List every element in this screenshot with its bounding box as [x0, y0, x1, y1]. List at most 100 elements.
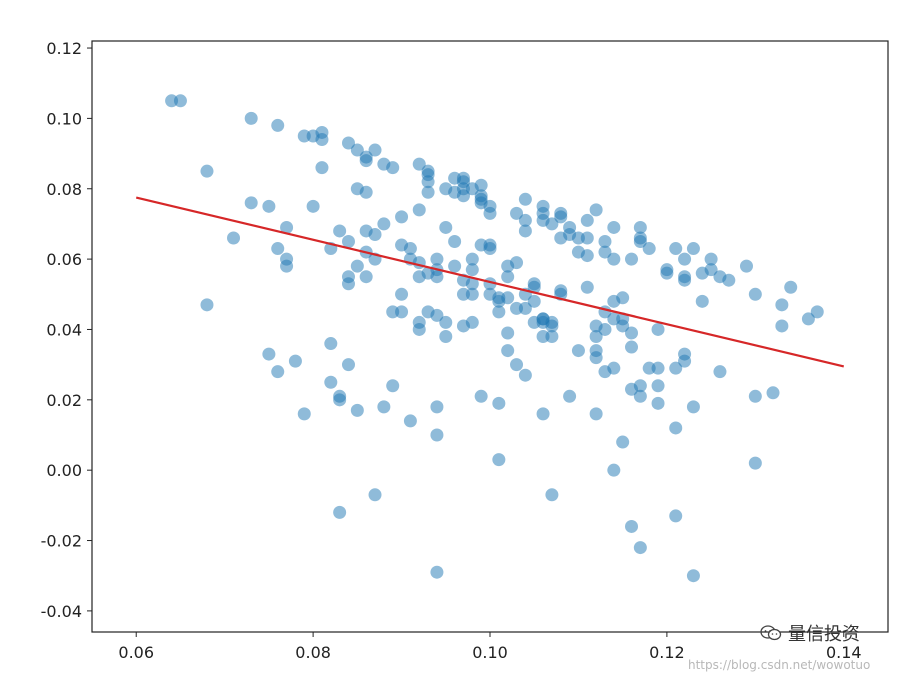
scatter-point: [571, 344, 585, 358]
y-tick-label: 0.04: [46, 320, 82, 339]
scatter-point: [501, 344, 515, 358]
scatter-point: [368, 143, 382, 157]
scatter-point: [244, 196, 258, 210]
scatter-point: [412, 203, 426, 217]
scatter-point: [483, 238, 497, 252]
scatter-point: [412, 157, 426, 171]
scatter-point: [403, 242, 417, 256]
scatter-point: [607, 361, 621, 375]
scatter-point: [474, 178, 488, 192]
scatter-point: [510, 256, 524, 270]
scatter-point: [465, 315, 479, 329]
x-tick-label: 0.08: [295, 643, 331, 662]
scatter-point: [430, 428, 444, 442]
scatter-point: [173, 94, 187, 108]
scatter-point: [598, 245, 612, 259]
scatter-point: [448, 259, 462, 273]
scatter-point: [554, 206, 568, 220]
scatter-point: [669, 242, 683, 256]
scatter-point: [288, 354, 302, 368]
scatter-point: [474, 389, 488, 403]
scatter-point: [200, 298, 214, 312]
scatter-point: [589, 351, 603, 365]
x-tick-label: 0.12: [649, 643, 685, 662]
scatter-point: [350, 259, 364, 273]
scatter-point: [580, 249, 594, 263]
scatter-point: [686, 400, 700, 414]
scatter-point: [563, 220, 577, 234]
y-tick-label: -0.02: [41, 532, 82, 551]
plot-frame: [91, 40, 889, 633]
scatter-point: [660, 266, 674, 280]
scatter-point: [377, 400, 391, 414]
scatter-point: [333, 393, 347, 407]
scatter-point: [465, 252, 479, 266]
scatter-point: [625, 326, 639, 340]
x-tick-label: 0.10: [472, 643, 508, 662]
scatter-point: [678, 252, 692, 266]
scatter-point: [739, 259, 753, 273]
y-axis: -0.04 -0.02 0.00 0.02 0.04 0.06 0.08 0.10 0.12: [41, 39, 92, 621]
scatter-point: [766, 386, 780, 400]
scatter-point: [492, 305, 506, 319]
scatter-point: [713, 365, 727, 379]
scatter-point: [386, 379, 400, 393]
scatter-point: [607, 463, 621, 477]
scatter-point: [421, 175, 435, 189]
scatter-point: [607, 252, 621, 266]
y-tick-label: 0.00: [46, 461, 82, 480]
scatter-point: [589, 330, 603, 343]
scatter-point: [492, 453, 506, 467]
scatter-point: [359, 154, 373, 168]
scatter-point: [439, 315, 453, 329]
scatter-point: [633, 379, 647, 393]
scatter-point: [518, 213, 532, 227]
scatter-point: [262, 199, 276, 213]
scatter-point: [722, 273, 736, 287]
scatter-point: [625, 340, 639, 354]
scatter-point: [395, 305, 409, 319]
scatter-point: [227, 231, 241, 245]
scatter-point: [748, 456, 762, 470]
scatter-point: [678, 354, 692, 368]
x-tick-label: 0.06: [118, 643, 154, 662]
scatter-point: [333, 505, 347, 519]
scatter-point: [341, 358, 355, 372]
scatter-point: [341, 136, 355, 150]
scatter-point: [633, 231, 647, 245]
scatter-point: [324, 337, 338, 351]
scatter-point: [492, 396, 506, 410]
scatter-point: [465, 287, 479, 301]
scatter-point: [280, 220, 294, 234]
scatter-point: [801, 312, 815, 326]
scatter-point: [501, 326, 515, 340]
scatter-point: [527, 294, 541, 308]
scatter-point: [518, 192, 532, 206]
scatter-point: [651, 379, 665, 393]
scatter-point: [359, 270, 373, 284]
scatter-point: [545, 330, 559, 343]
scatter-point: [695, 294, 709, 308]
scatter-point: [456, 189, 470, 203]
scatter-point: [784, 280, 798, 294]
scatter-point: [669, 361, 683, 375]
scatter-point: [625, 252, 639, 266]
scatter-point: [748, 389, 762, 403]
y-tick-label: 0.10: [46, 109, 82, 128]
watermark-text: 量信投资: [788, 624, 860, 645]
scatter-point: [616, 291, 630, 305]
scatter-point: [748, 287, 762, 301]
plot-border: [91, 40, 889, 633]
scatter-point: [341, 277, 355, 291]
scatter-point: [368, 227, 382, 241]
scatter-point: [280, 252, 294, 266]
scatter-point: [262, 347, 276, 361]
scatter-point: [518, 368, 532, 382]
scatter-point: [633, 220, 647, 234]
y-tick-label: 0.02: [46, 391, 82, 410]
scatter-point: [651, 322, 665, 336]
scatter-point: [651, 396, 665, 410]
scatter-point: [200, 164, 214, 178]
scatter-point: [545, 315, 559, 329]
